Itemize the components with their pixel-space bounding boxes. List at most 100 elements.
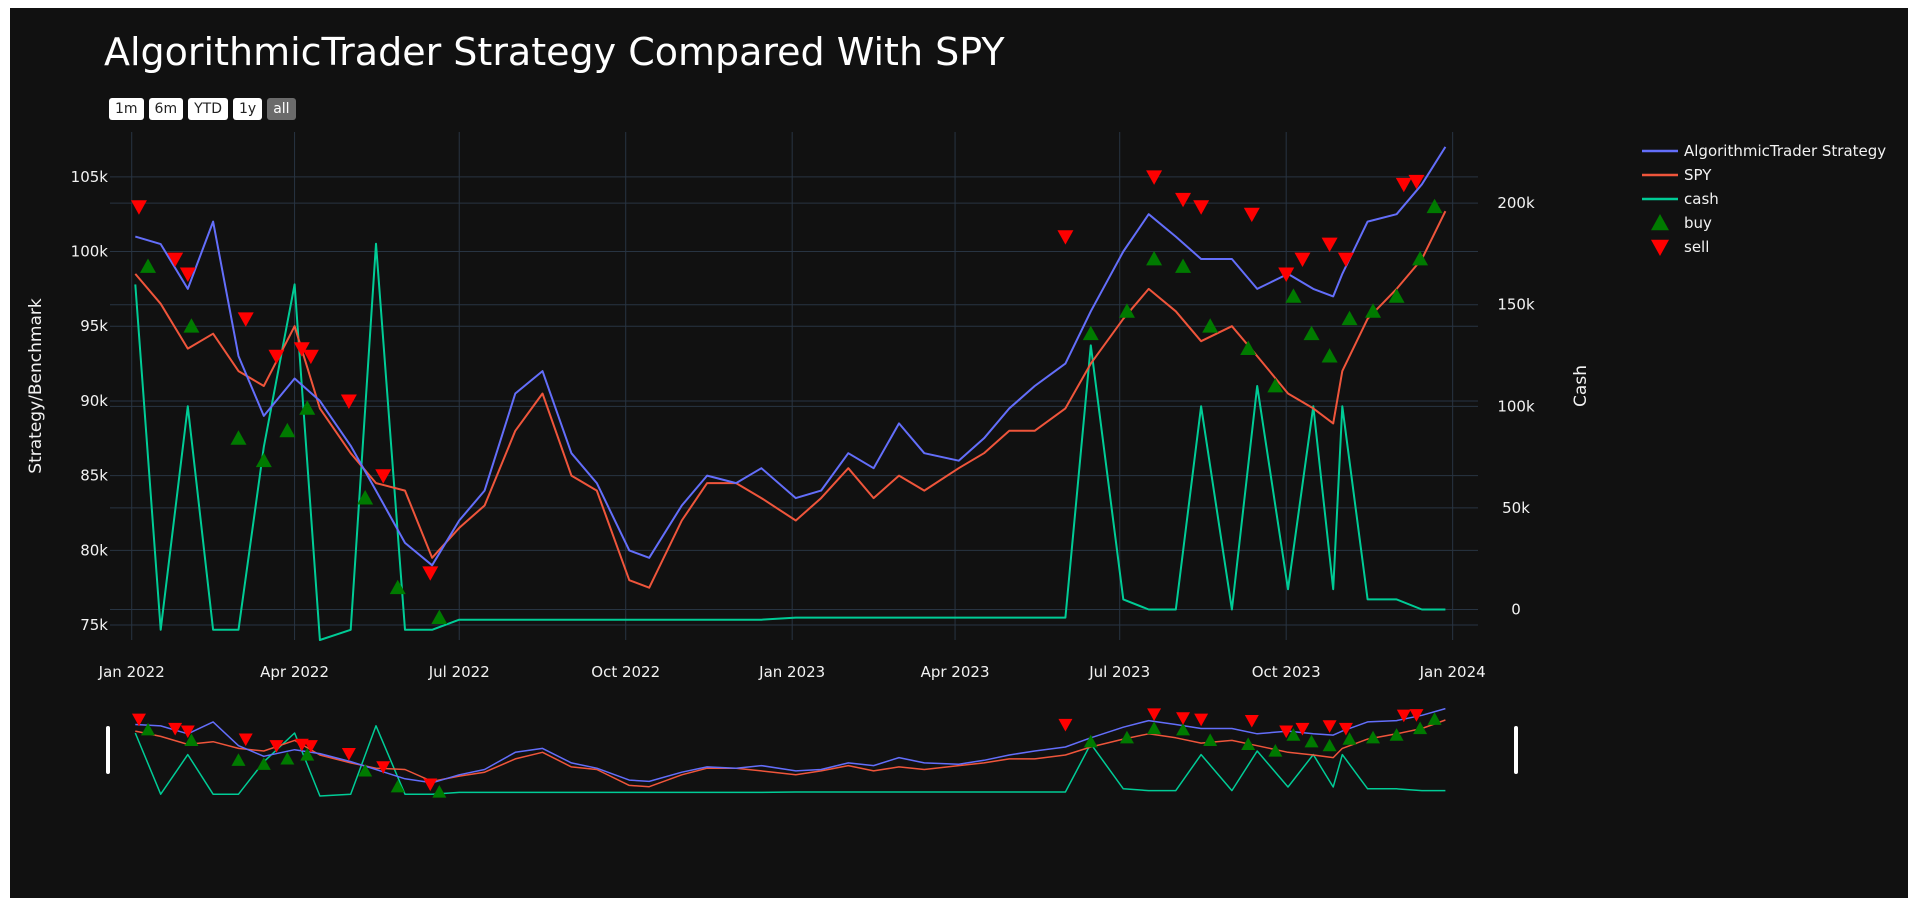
buy-marker bbox=[431, 609, 448, 624]
y-right-tick-label: 200k bbox=[1497, 194, 1535, 212]
rangeslider-buy-marker bbox=[1322, 738, 1337, 752]
buy-marker bbox=[1082, 325, 1099, 341]
range-selector: 1m 6m YTD 1y all bbox=[109, 98, 296, 120]
rangeslider-buy-marker bbox=[1413, 721, 1428, 735]
axis-layer: Jan 2022 Apr 2022 Jul 2022 Oct 2022 Jan 2023… bbox=[26, 168, 1591, 681]
buy-marker bbox=[1388, 288, 1405, 303]
y-right-tick-label: 100k bbox=[1497, 397, 1535, 415]
legend-swatch-sell bbox=[1651, 239, 1669, 256]
buy-marker bbox=[1321, 348, 1338, 363]
sell-marker bbox=[1321, 237, 1338, 253]
buy-marker bbox=[183, 318, 200, 333]
y-left-tick-label: 75k bbox=[80, 616, 108, 634]
y-left-tick-label: 105k bbox=[71, 168, 109, 186]
rangeslider-buy-marker bbox=[1268, 744, 1283, 757]
series-line-spy bbox=[134, 210, 1447, 589]
rangeslider-sell-marker bbox=[341, 748, 356, 761]
rangeslider-buy-marker bbox=[1389, 728, 1404, 741]
y-left-tick-label: 100k bbox=[71, 243, 109, 261]
y-left-tick-label: 80k bbox=[80, 541, 108, 559]
sell-marker bbox=[1294, 252, 1311, 267]
rangeslider-buy-marker bbox=[432, 785, 447, 798]
range-button-1m[interactable]: 1m bbox=[109, 98, 144, 120]
range-slider[interactable] bbox=[106, 707, 1518, 798]
sell-marker bbox=[167, 252, 184, 267]
range-button-1y[interactable]: 1y bbox=[232, 98, 263, 120]
buy-marker bbox=[1118, 303, 1135, 318]
sell-marker bbox=[1193, 200, 1210, 215]
sell-marker bbox=[293, 342, 310, 357]
rangeslider-right-handle[interactable] bbox=[1514, 726, 1518, 774]
buy-marker bbox=[1285, 288, 1302, 303]
buy-marker bbox=[1365, 303, 1382, 318]
buy-marker bbox=[1267, 378, 1284, 393]
sell-marker bbox=[340, 394, 357, 409]
rangeslider-left-handle[interactable] bbox=[106, 726, 110, 774]
rangeslider-buy-marker bbox=[358, 763, 373, 777]
rangeslider-buy-marker bbox=[1203, 733, 1218, 747]
rangeslider-sell-marker bbox=[1409, 709, 1424, 722]
rangeslider-buy-marker bbox=[300, 747, 315, 761]
rangeslider-buy-marker bbox=[1427, 712, 1442, 725]
chart-frame bbox=[10, 8, 1908, 898]
y-left-tick-label: 90k bbox=[80, 392, 108, 410]
x-tick-label: Apr 2023 bbox=[921, 663, 990, 681]
buy-marker bbox=[255, 452, 272, 468]
x-tick-label: Jan 2022 bbox=[98, 663, 165, 681]
rangeslider-buy-marker bbox=[280, 751, 295, 765]
legend-label-buy: buy bbox=[1684, 214, 1712, 232]
y-left-tick-label: 95k bbox=[80, 317, 108, 335]
buy-marker bbox=[140, 258, 156, 273]
sell-marker bbox=[1278, 267, 1295, 282]
rangeslider-line-strategy bbox=[135, 707, 1446, 784]
buy-marker bbox=[1175, 258, 1192, 273]
rangeslider-sell-marker bbox=[180, 725, 195, 739]
rangeslider-sell-marker bbox=[1295, 722, 1310, 736]
x-tick-label: Jan 2024 bbox=[1419, 663, 1486, 681]
rangeslider-buy-marker bbox=[1241, 737, 1256, 750]
buy-marker bbox=[1341, 310, 1358, 326]
rangeslider-buy-marker bbox=[1286, 728, 1301, 741]
rangeslider-sell-marker bbox=[131, 713, 146, 727]
y-right-tick-label: 150k bbox=[1497, 296, 1535, 314]
rangeslider-buy-marker bbox=[141, 722, 155, 736]
x-tick-label: Oct 2022 bbox=[591, 663, 660, 681]
x-tick-label: Jul 2022 bbox=[428, 663, 490, 681]
rangeslider-buy-marker bbox=[231, 753, 246, 766]
rangeslider-sell-marker bbox=[1244, 714, 1259, 728]
buy-marker bbox=[299, 400, 316, 415]
y-right-tick-label: 0 bbox=[1511, 601, 1521, 619]
buy-marker bbox=[279, 422, 296, 438]
rangeslider-sell-marker bbox=[1194, 713, 1209, 727]
y-right-tick-label: 50k bbox=[1502, 499, 1530, 517]
buy-marker bbox=[357, 490, 374, 505]
legend-label-cash: cash bbox=[1684, 190, 1719, 208]
rangeslider-buy-marker bbox=[1366, 730, 1381, 744]
rangeslider-sell-marker bbox=[1396, 709, 1411, 723]
rangeslider-sell-marker bbox=[269, 740, 284, 753]
rangeslider-line-spy bbox=[135, 719, 1446, 788]
y-left-axis-title: Strategy/Benchmark bbox=[26, 298, 46, 474]
sell-marker bbox=[1243, 207, 1260, 223]
rangeslider-sell-marker bbox=[1279, 725, 1294, 739]
rangeslider-sell-marker bbox=[168, 722, 183, 736]
x-tick-label: Apr 2022 bbox=[260, 663, 329, 681]
sell-marker bbox=[422, 566, 439, 581]
series-layer bbox=[134, 146, 1447, 641]
rangeslider-sell-marker bbox=[1338, 722, 1353, 736]
rangeslider-buy-marker bbox=[1147, 721, 1162, 735]
rangeslider-line-cash bbox=[134, 725, 1446, 797]
sell-marker bbox=[237, 312, 254, 327]
rangeslider-sell-marker bbox=[238, 733, 253, 747]
legend-label-strategy: AlgorithmicTrader Strategy bbox=[1684, 142, 1886, 160]
legend-label-spy: SPY bbox=[1684, 166, 1712, 184]
sell-marker bbox=[1408, 174, 1425, 190]
y-right-axis-title: Cash bbox=[1571, 365, 1591, 407]
buy-marker bbox=[1240, 340, 1257, 356]
range-button-ytd[interactable]: YTD bbox=[188, 98, 228, 120]
range-button-6m[interactable]: 6m bbox=[148, 98, 184, 120]
rangeslider-sell-marker bbox=[303, 740, 318, 753]
range-button-all[interactable]: all bbox=[267, 98, 296, 120]
rangeslider-buy-marker bbox=[1119, 730, 1134, 744]
